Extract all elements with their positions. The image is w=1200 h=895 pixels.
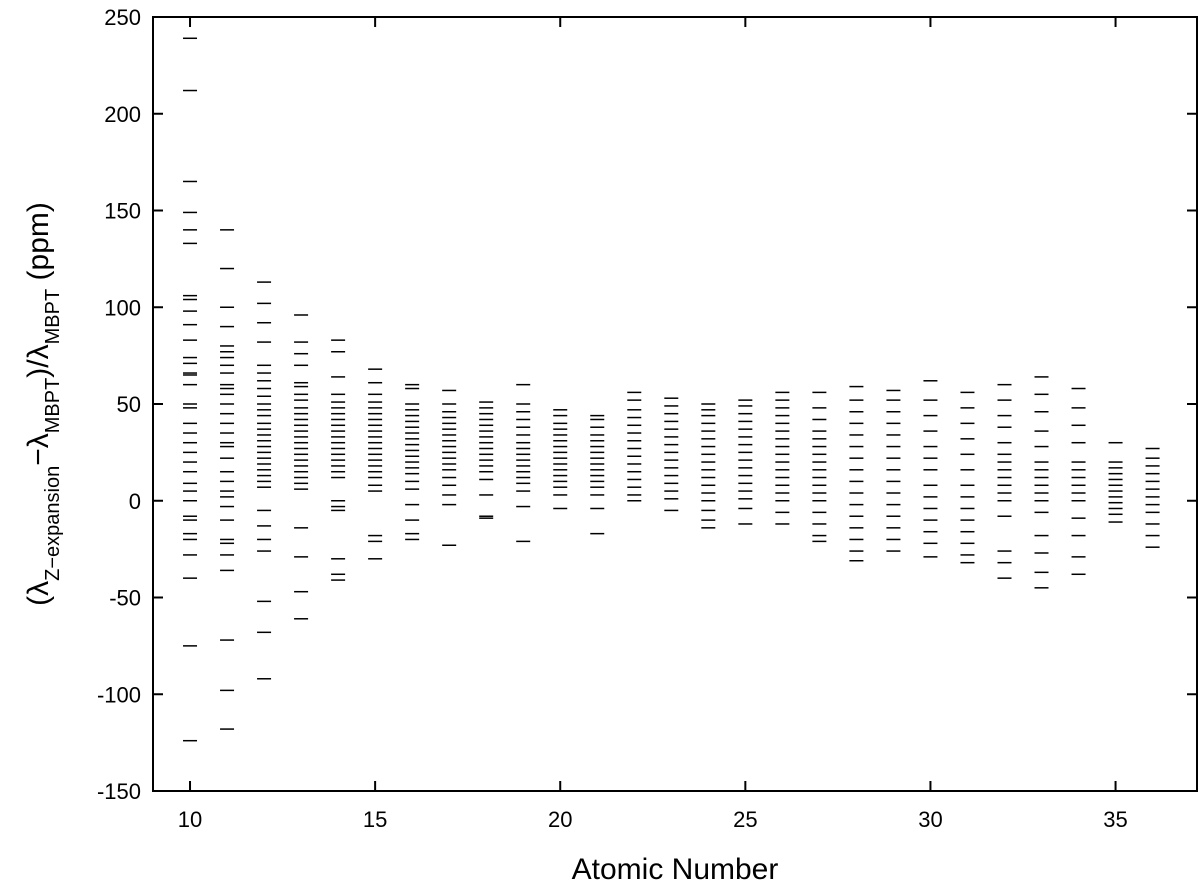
y-label-part: −λ — [22, 433, 55, 466]
y-axis-label: (λZ−expansion−λMBPT)/λMBPT (ppm) — [22, 202, 64, 606]
y-tick-label: 100 — [104, 295, 141, 320]
y-tick-label: 150 — [104, 199, 141, 224]
x-tick-label: 10 — [178, 807, 202, 832]
y-label-part: MBPT — [42, 289, 64, 345]
y-tick-label: 0 — [129, 489, 141, 514]
x-tick-label: 25 — [733, 807, 757, 832]
y-label-part: MBPT — [42, 378, 64, 434]
y-tick-label: -50 — [109, 586, 141, 611]
y-tick-label: 50 — [117, 392, 141, 417]
y-label-part: (λ — [22, 581, 55, 606]
x-tick-label: 30 — [918, 807, 942, 832]
y-label-part: (ppm) — [22, 202, 55, 289]
x-tick-label: 15 — [363, 807, 387, 832]
y-tick-label: 250 — [104, 5, 141, 30]
x-tick-label: 20 — [548, 807, 572, 832]
x-tick-label: 35 — [1103, 807, 1127, 832]
y-label-part: )/λ — [22, 344, 55, 377]
y-tick-label: -150 — [97, 779, 141, 804]
y-tick-label: 200 — [104, 102, 141, 127]
y-tick-label: -100 — [97, 682, 141, 707]
x-axis-label: Atomic Number — [572, 853, 779, 886]
plot-frame — [152, 16, 1198, 792]
y-label-part: Z−expansion — [42, 466, 64, 581]
